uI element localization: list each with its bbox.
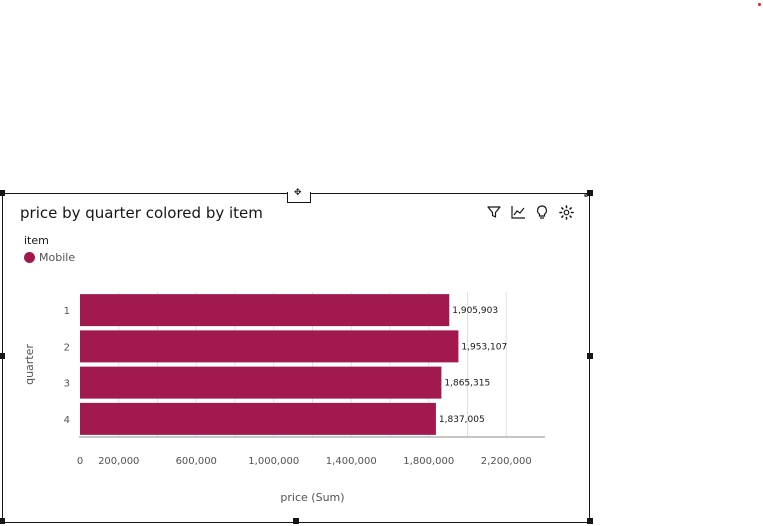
x-tick-labels: 0 200,000 600,000 1,000,000 1,400,000 1,800,0… (77, 456, 532, 467)
status-dot (758, 3, 761, 6)
data-label-4: 1,837,005 (439, 415, 485, 425)
y-axis-label: quarter (23, 344, 36, 385)
bar-quarter-1[interactable] (80, 294, 450, 327)
x-tick-1: 200,000 (98, 456, 139, 467)
chart-title: price by quarter colored by item (20, 204, 263, 222)
resize-handle-top-right[interactable] (587, 190, 593, 196)
data-labels: 1,905,903 1,953,107 1,865,315 1,837,005 (439, 306, 507, 425)
legend-title: item (24, 234, 49, 247)
resize-handle-bottom-left[interactable] (0, 518, 5, 524)
chart-widget[interactable]: ✥ ↙ price by quarter colored by item (0, 188, 593, 524)
resize-handle-right[interactable] (587, 353, 593, 359)
legend-item-mobile[interactable]: Mobile (24, 251, 75, 264)
resize-handle-bottom-right[interactable] (587, 518, 593, 524)
resize-handle-bottom[interactable] (293, 518, 299, 524)
resize-handle-left[interactable] (0, 353, 5, 359)
legend-label: Mobile (39, 251, 76, 264)
bar-chart: 1,905,903 1,953,107 1,865,315 1,837,005 1 2 3… (23, 292, 545, 504)
bar-quarter-3[interactable] (80, 366, 442, 399)
trend-icon[interactable] (510, 204, 526, 220)
x-axis-label: price (Sum) (280, 491, 344, 504)
y-tick-labels: 1 2 3 4 (64, 306, 70, 426)
move-icon[interactable]: ✥ (294, 188, 302, 198)
x-tick-4: 1,400,000 (326, 456, 377, 467)
data-label-3: 1,865,315 (444, 379, 490, 389)
data-label-1: 1,905,903 (452, 306, 498, 316)
y-tick-1: 1 (64, 306, 70, 317)
settings-gear-icon[interactable] (558, 204, 574, 220)
resize-handle-top-left[interactable] (0, 190, 5, 196)
expand-icon[interactable]: ↙ (583, 189, 592, 200)
y-tick-4: 4 (64, 415, 70, 426)
bar-quarter-4[interactable] (80, 402, 436, 435)
bar-quarter-2[interactable] (80, 330, 459, 363)
y-tick-3: 3 (64, 379, 70, 390)
y-tick-2: 2 (64, 342, 70, 353)
x-tick-3: 1,000,000 (248, 456, 299, 467)
x-tick-6: 2,200,000 (481, 456, 532, 467)
legend-swatch (24, 252, 35, 263)
bars (80, 294, 459, 435)
chart-toolbar (486, 204, 574, 220)
drag-tab[interactable]: ✥ (287, 188, 311, 203)
insight-bulb-icon[interactable] (534, 204, 550, 220)
filter-icon[interactable] (486, 204, 502, 220)
data-label-2: 1,953,107 (461, 342, 507, 352)
x-tick-2: 600,000 (176, 456, 217, 467)
x-tick-0: 0 (77, 456, 83, 467)
x-tick-5: 1,800,000 (403, 456, 454, 467)
